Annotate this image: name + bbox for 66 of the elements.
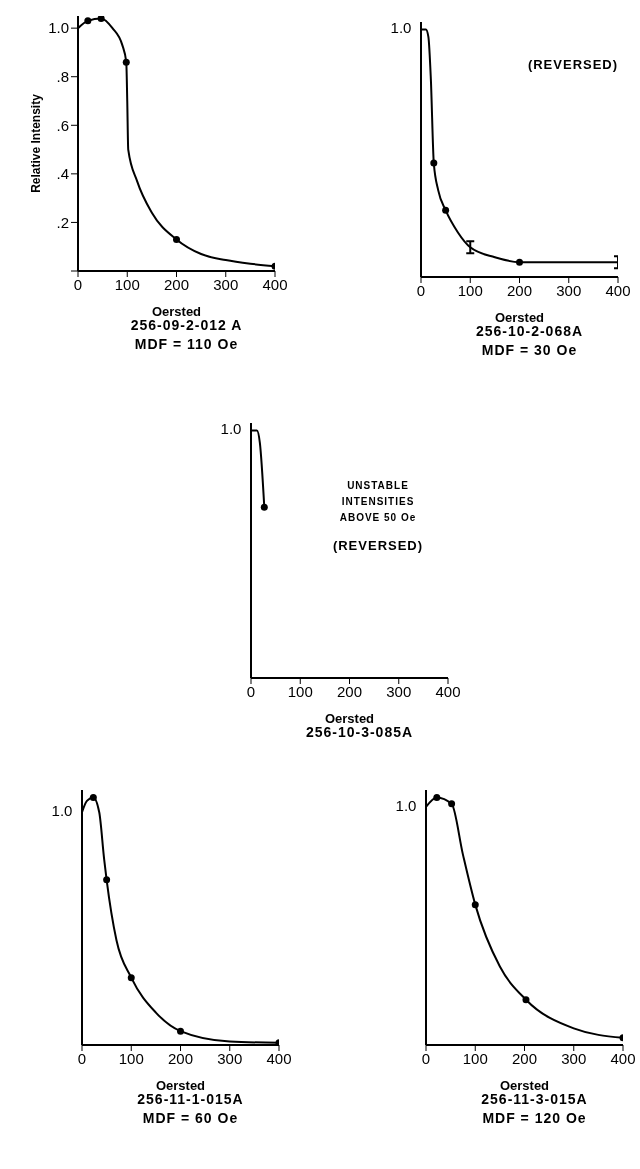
annotation: (REVERSED) xyxy=(331,538,425,554)
x-tick-label: 100 xyxy=(462,1049,488,1067)
text: 256-10-2-068A xyxy=(474,322,585,341)
x-tick-label: 200 xyxy=(163,275,190,293)
text: 1.0 xyxy=(389,19,413,36)
x-tick-label: 0 xyxy=(416,281,426,299)
point xyxy=(84,17,92,25)
text: MDF = 120 Oe xyxy=(481,1109,588,1128)
text: 1.0 xyxy=(394,797,418,814)
x-tick-label: 300 xyxy=(561,1049,587,1067)
point xyxy=(89,793,97,801)
text: 256-11-1-015A xyxy=(136,1090,245,1109)
point xyxy=(516,258,523,266)
point xyxy=(103,876,111,884)
y-tick-label: .4 xyxy=(56,165,69,183)
text: 1.0 xyxy=(219,420,243,437)
y-tick-label: .6 xyxy=(56,116,69,134)
x-tick-label: 100 xyxy=(287,682,313,700)
point xyxy=(448,800,456,808)
point xyxy=(97,16,105,22)
y-tick-label: .2 xyxy=(56,213,69,231)
x-tick-label: 400 xyxy=(605,281,631,299)
annotation: UNSTABLE INTENSITIES ABOVE 50 Oe xyxy=(338,479,418,525)
x-tick-label: 200 xyxy=(511,1049,538,1067)
point xyxy=(430,159,438,167)
x-tick-label: 0 xyxy=(421,1049,431,1067)
x-tick-label: 400 xyxy=(266,1049,292,1067)
x-tick-label: 0 xyxy=(246,682,256,700)
x-axis-title: Oersted xyxy=(499,1078,550,1093)
x-tick-label: 100 xyxy=(118,1049,144,1067)
y-axis-title: Relative Intensity xyxy=(29,93,44,193)
x-tick-label: 400 xyxy=(435,682,461,700)
point xyxy=(433,793,441,801)
x-axis-title: Oersted xyxy=(151,304,202,319)
x-tick-label: 0 xyxy=(77,1049,87,1067)
x-tick-label: 400 xyxy=(610,1049,636,1067)
x-tick-label: 400 xyxy=(262,275,288,293)
text: MDF = 110 Oe xyxy=(133,335,240,354)
point xyxy=(522,996,530,1004)
x-tick-label: 300 xyxy=(217,1049,243,1067)
x-tick-label: 100 xyxy=(114,275,140,293)
x-tick-label: 200 xyxy=(336,682,363,700)
text: 256-11-3-015A xyxy=(480,1090,589,1109)
y-tick-label: 1.0 xyxy=(48,19,69,37)
x-tick-label: 300 xyxy=(386,682,412,700)
x-tick-label: 300 xyxy=(556,281,582,299)
point xyxy=(442,206,450,214)
y-tick-label: .8 xyxy=(56,68,69,86)
point xyxy=(177,1027,184,1035)
x-axis-title: Oersted xyxy=(324,711,375,726)
x-tick-label: 0 xyxy=(73,275,83,293)
text: 256-09-2-012 A xyxy=(129,316,244,335)
text: MDF = 60 Oe xyxy=(141,1109,240,1128)
x-axis-title: Oersted xyxy=(155,1078,206,1093)
x-tick-label: 300 xyxy=(213,275,239,293)
point xyxy=(471,901,479,909)
text: MDF = 30 Oe xyxy=(480,341,579,360)
annotation: (REVERSED) xyxy=(526,57,620,73)
point xyxy=(173,235,180,243)
x-tick-label: 100 xyxy=(457,281,483,299)
x-tick-label: 200 xyxy=(506,281,533,299)
x-axis-title: Oersted xyxy=(494,310,545,325)
text: 256-10-3-085A xyxy=(304,723,415,742)
point xyxy=(122,58,130,66)
x-tick-label: 200 xyxy=(167,1049,194,1067)
point xyxy=(127,974,135,982)
